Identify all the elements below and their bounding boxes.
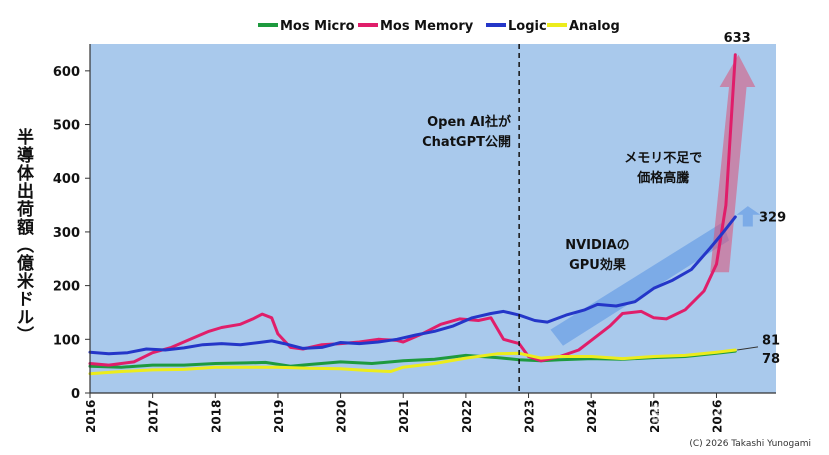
legend: Mos Micro Mos Memory Logic Analog [258,19,620,34]
legend-label: Analog [569,19,620,34]
series-line-logic [88,215,737,356]
series-layer [88,53,737,376]
x-tick-label: 2026 [710,400,724,433]
y-tick-label: 100 [53,333,80,348]
data-label-analog: 81 [762,334,780,349]
x-tick-label: 2024 [585,400,599,433]
annotations: Open AI社が ChatGPT公開 NVIDIAの GPU効果 メモリ不足で価格高騰… [422,31,786,393]
annotation-openai: Open AI社が [427,114,511,130]
y-axis-label: 半導体出荷額（億米ドル） [13,128,33,344]
x-tick-label: 2025 [648,400,662,433]
copyright-credit: (C) 2026 Takashi Yunogami [689,439,811,449]
y-tick-label: 500 [53,119,80,134]
data-label-memory: 633 [724,31,751,46]
y-tick-label: 400 [53,172,80,187]
plot-area [90,44,776,393]
y-tick-label: 200 [53,280,80,295]
x-tick-label: 2022 [460,400,474,433]
x-tick-label: 2023 [523,400,537,433]
annotation-openai: ChatGPT公開 [422,135,511,150]
y-tick-label: 600 [53,65,80,80]
axes: 0 100 200 300 400 500 600 2016 2017 2018 2019 2020 2… [53,44,776,433]
x-tick-label: 2018 [209,400,223,433]
annotation-memory: 価格高騰 [636,170,689,186]
memory-arrow [710,54,756,273]
y-tick-label: 300 [53,226,80,241]
legend-label: Mos Micro [280,19,355,34]
annotation-memory: メモリ不足で [624,151,702,166]
x-tick-label: 2021 [397,400,411,433]
legend-label: Logic [508,19,547,34]
x-tick-label: 2019 [272,400,286,433]
series-line-analog [88,348,737,376]
leader-81 [737,346,759,351]
nvidia-arrow-head [736,206,761,227]
watermark: 富途牛牛 [650,402,738,426]
x-tick-label: 2020 [335,400,349,433]
data-label-micro: 78 [762,352,780,367]
annotation-arrows [550,54,761,346]
nvidia-arrow [550,222,730,346]
data-label-logic: 329 [759,210,786,225]
annotation-nvidia: NVIDIAの [565,238,629,253]
x-tick-label: 2017 [147,400,161,433]
y-tick-label: 0 [71,387,80,402]
x-tick-label: 2016 [84,400,98,433]
legend-label: Mos Memory [380,19,474,34]
annotation-nvidia: GPU効果 [569,257,626,273]
